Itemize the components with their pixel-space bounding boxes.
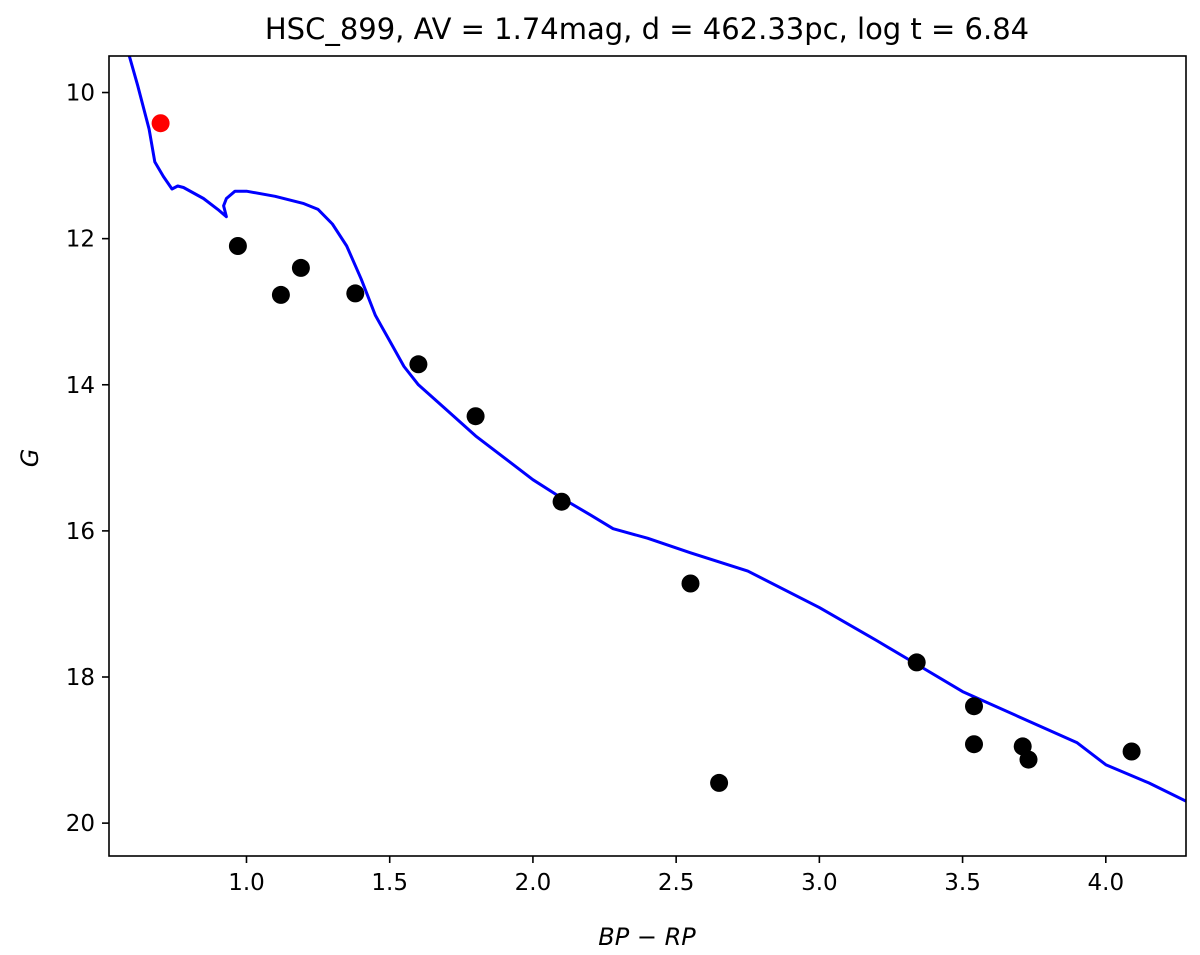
x-tick-label: 3.0 <box>801 870 838 896</box>
star-point <box>681 574 700 593</box>
star-point <box>291 258 310 277</box>
y-tick-label: 14 <box>66 373 95 399</box>
x-axis-label: BP − RP <box>598 923 696 951</box>
star-point <box>466 407 485 426</box>
star-point <box>409 355 428 374</box>
x-tick-label: 2.0 <box>515 870 552 896</box>
chart-title: HSC_899, AV = 1.74mag, d = 462.33pc, log… <box>265 12 1029 46</box>
star-point <box>552 492 571 511</box>
star-point <box>1019 750 1038 769</box>
y-tick-label: 16 <box>66 519 95 545</box>
highlight-star-point <box>151 114 170 133</box>
x-tick-label: 1.0 <box>228 870 265 896</box>
x-tick-label: 3.5 <box>944 870 981 896</box>
star-point <box>1122 742 1141 761</box>
y-tick-label: 10 <box>66 81 95 107</box>
star-point <box>228 237 247 255</box>
star-point <box>907 653 926 672</box>
x-tick-label: 2.5 <box>658 870 695 896</box>
star-point <box>346 284 365 303</box>
star-point <box>271 285 290 304</box>
axes: 1.0 1.5 2.0 2.5 3.0 3.5 4.0 10 12 14 16 18 20 <box>66 55 1187 896</box>
y-tick-label: 18 <box>66 665 95 691</box>
isochrone-line <box>127 56 1186 803</box>
star-point <box>965 697 983 716</box>
y-tick-label: 20 <box>66 811 95 837</box>
y-tick-label: 12 <box>66 227 95 253</box>
star-point <box>965 735 983 754</box>
x-tick-label: 1.5 <box>371 870 408 896</box>
plot-frame <box>108 55 1187 857</box>
y-axis-label: G <box>16 449 44 468</box>
plot-area <box>127 56 1186 803</box>
x-tick-label: 4.0 <box>1088 870 1125 896</box>
star-point <box>710 773 729 792</box>
